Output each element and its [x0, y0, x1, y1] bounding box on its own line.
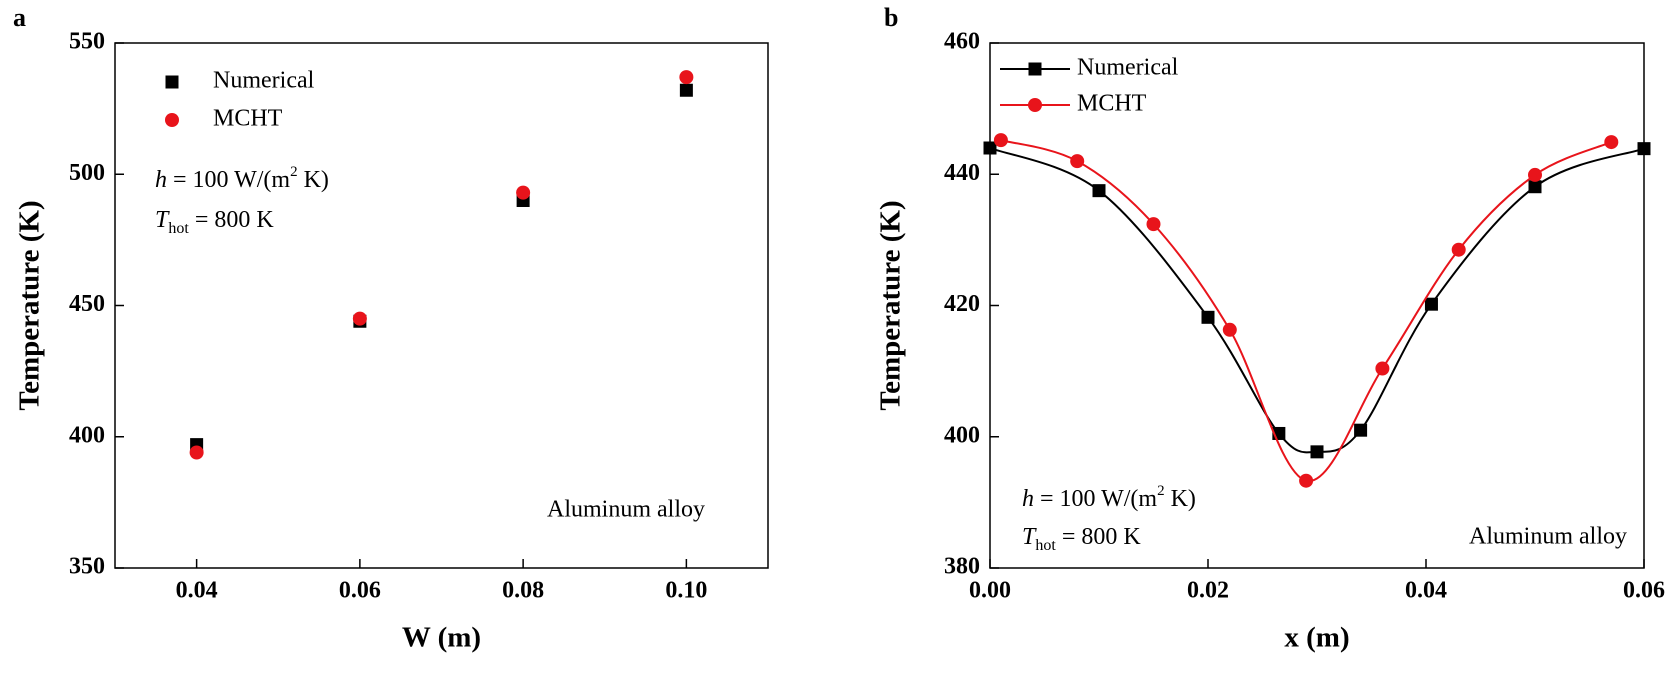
annotation-part: = 100 W/(m: [1034, 486, 1157, 512]
marker: [1375, 361, 1390, 376]
marker: [1310, 445, 1324, 459]
marker: [189, 445, 204, 460]
y-tick-label: 500: [69, 160, 105, 186]
x-tick-label: 0.02: [1187, 578, 1229, 604]
annotation-part: = 800 K: [1056, 524, 1142, 550]
x-axis-title: W (m): [402, 622, 481, 654]
marker: [679, 70, 694, 85]
marker: [1092, 184, 1106, 198]
marker: [1528, 167, 1542, 182]
marker: [1299, 473, 1314, 488]
marker: [1451, 242, 1466, 257]
annotation-part: 2: [1157, 483, 1165, 499]
annotation: Aluminum alloy: [547, 497, 705, 523]
annotation-part: K): [1165, 486, 1196, 512]
annotation-part: h: [1022, 486, 1034, 512]
x-tick-label: 0.10: [665, 578, 707, 604]
annotation-part: = 100 W/(m: [167, 167, 290, 193]
marker: [1222, 322, 1237, 337]
annotation-part: T: [1022, 524, 1037, 550]
annotation: Thot = 800 K: [1022, 524, 1141, 555]
panel-label: a: [13, 3, 26, 32]
x-tick-label: 0.06: [1623, 578, 1665, 604]
panel-label: b: [884, 3, 898, 32]
legend-label: Numerical: [1077, 55, 1179, 81]
marker: [1201, 310, 1215, 324]
marker: [1604, 135, 1619, 150]
y-tick-label: 550: [69, 29, 105, 55]
x-tick-label: 0.08: [502, 578, 544, 604]
annotation: Thot = 800 K: [155, 207, 274, 238]
annotation: h = 100 W/(m2 K): [1022, 483, 1196, 511]
marker: [352, 311, 367, 326]
legend-label: Numerical: [213, 68, 315, 94]
marker: [679, 83, 693, 97]
annotation-part: h: [155, 167, 167, 193]
y-tick-label: 400: [69, 422, 105, 448]
y-axis-title: Temperature (K): [14, 200, 46, 410]
marker: [993, 133, 1008, 148]
legend-marker: [1028, 98, 1042, 112]
x-tick-label: 0.04: [1405, 578, 1447, 604]
legend-label: MCHT: [1077, 91, 1147, 117]
y-tick-label: 450: [69, 291, 105, 317]
y-tick-label: 380: [944, 554, 980, 580]
x-tick-label: 0.04: [176, 578, 218, 604]
line: [1000, 139, 1612, 482]
y-tick-label: 420: [944, 291, 980, 317]
marker: [1070, 154, 1085, 169]
legend-marker: [1028, 62, 1042, 76]
annotation-part: hot: [168, 220, 189, 237]
legend-marker: [165, 75, 179, 89]
y-tick-label: 440: [944, 160, 980, 186]
y-tick-label: 350: [69, 554, 105, 580]
marker: [1637, 142, 1651, 156]
annotation-part: T: [155, 207, 170, 233]
line: [989, 147, 1645, 454]
legend-label: MCHT: [213, 106, 283, 132]
legend-marker: [165, 113, 179, 127]
y-axis-title: Temperature (K): [875, 200, 907, 410]
x-tick-label: 0.06: [339, 578, 381, 604]
y-tick-label: 460: [944, 29, 980, 55]
x-tick-label: 0.00: [969, 578, 1011, 604]
marker: [1354, 423, 1368, 437]
marker: [983, 141, 997, 155]
marker: [1146, 217, 1161, 232]
annotation: h = 100 W/(m2 K): [155, 164, 329, 192]
annotation: Aluminum alloy: [1469, 524, 1627, 550]
marker: [1424, 297, 1438, 311]
y-tick-label: 400: [944, 422, 980, 448]
x-axis-title: x (m): [1284, 622, 1349, 654]
marker: [1528, 180, 1542, 194]
annotation-part: 2: [290, 164, 298, 180]
annotation-part: = 800 K: [189, 207, 275, 233]
annotation-part: hot: [1035, 537, 1056, 554]
annotation-part: K): [298, 167, 329, 193]
marker: [516, 185, 531, 200]
